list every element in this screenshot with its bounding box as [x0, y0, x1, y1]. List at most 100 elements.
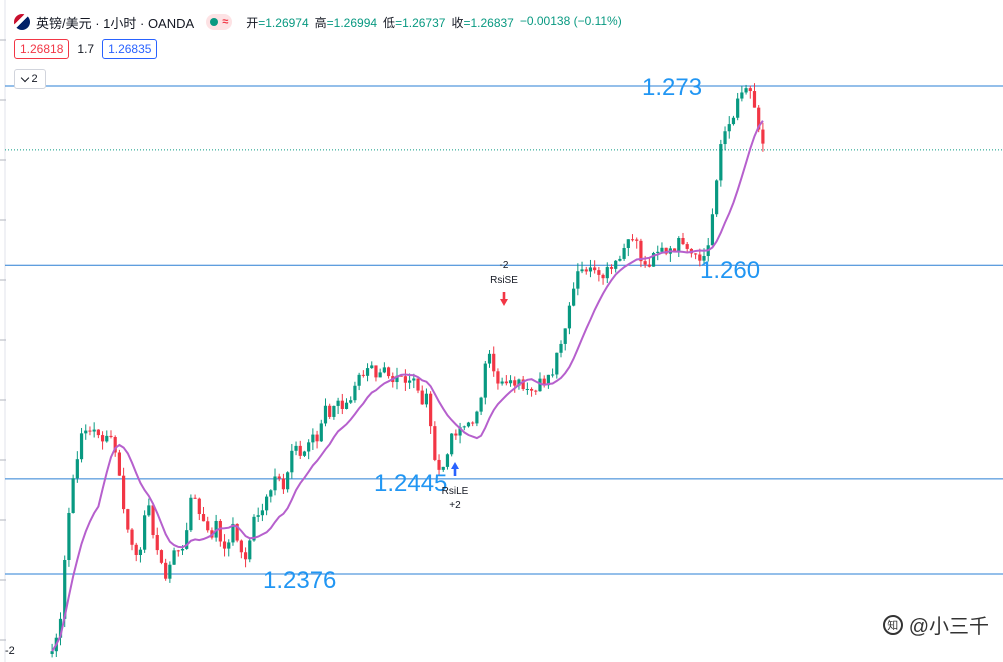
candle-body [483, 363, 487, 398]
candle-body [370, 365, 374, 369]
chart-header: 英镑/美元 · 1小时 · OANDA ≈ 开=1.26974 高=1.26994… [14, 12, 622, 32]
candle-body [159, 550, 164, 563]
candle-body [694, 253, 698, 255]
candle-body [328, 405, 332, 417]
sell-arrow-icon [500, 292, 508, 306]
candle-body [67, 512, 71, 560]
moving-average-line [51, 120, 764, 652]
candle-body [374, 365, 378, 378]
candle-body [378, 372, 382, 378]
candle-body [630, 239, 635, 241]
candle-body [433, 426, 437, 460]
candle-body [96, 429, 100, 436]
candle-body [79, 433, 84, 460]
candle-body [151, 505, 155, 536]
candle-body [424, 393, 429, 405]
candle-body [748, 88, 752, 92]
candle-body [130, 529, 134, 545]
candle-body [231, 523, 235, 543]
zhihu-logo-icon: 知 [882, 614, 903, 635]
candle-body [256, 515, 260, 517]
market-status-badge[interactable]: ≈ [206, 14, 233, 30]
candle-body [429, 393, 433, 427]
candle-body [222, 541, 227, 549]
candle-body [584, 269, 588, 272]
candle-body [122, 475, 126, 510]
watermark-text: @小三千 [908, 616, 989, 638]
candle-body [243, 552, 248, 560]
candle-body [698, 254, 702, 261]
candle-body [319, 423, 323, 442]
market-open-dot-icon [210, 18, 219, 26]
candle-body [521, 379, 525, 390]
candle-body [656, 251, 660, 253]
candle-body [302, 451, 307, 456]
trade-panel: 1.26818 1.7 1.26835 [14, 39, 158, 59]
candle-body [450, 433, 454, 455]
candle-body [445, 454, 450, 467]
candle-body [63, 559, 67, 619]
candle-body [201, 514, 206, 522]
candle-body [529, 388, 534, 391]
candle-body [218, 520, 222, 542]
candle-body [580, 269, 584, 272]
candle-body [492, 353, 496, 372]
candle-body [551, 374, 555, 376]
indicator-count: 2 [31, 73, 38, 85]
candle-body [105, 435, 109, 442]
badge-symbol: ≈ [222, 16, 229, 28]
level-label: 1.273 [642, 74, 702, 101]
candle-body [487, 353, 492, 364]
candle-body [715, 180, 719, 215]
candle-body [601, 274, 605, 279]
candle-body [172, 550, 176, 565]
candle-body [269, 490, 273, 497]
candle-body [248, 540, 252, 560]
candle-body [710, 214, 715, 246]
candle-body [660, 247, 664, 252]
candle-body [546, 374, 550, 386]
candle-body [353, 385, 357, 401]
candle-body [458, 427, 462, 436]
candle-body [180, 548, 185, 551]
candle-body [609, 267, 614, 269]
candle-body [134, 544, 138, 556]
candle-body [277, 476, 281, 479]
candle-body [395, 375, 399, 383]
buy-button[interactable]: 1.26835 [102, 39, 158, 59]
signal-name: RsiLE [442, 486, 469, 497]
buy-arrow-icon [451, 462, 459, 476]
sell-button[interactable]: 1.26818 [14, 39, 70, 59]
candle-body [437, 459, 441, 470]
candle-body [84, 430, 88, 434]
candle-body [357, 374, 361, 386]
gbp-usd-flag-icon [14, 14, 30, 30]
candle-body [761, 129, 765, 144]
candle-body [290, 450, 294, 473]
indicator-toggle-button[interactable]: 2 [14, 69, 46, 89]
candle-body [189, 497, 193, 531]
candle-body [155, 535, 159, 551]
candle-body [138, 549, 143, 556]
candle-body [185, 530, 189, 549]
candle-body [365, 368, 370, 376]
candle-body [71, 478, 75, 513]
candle-body [664, 247, 668, 254]
candle-body [567, 305, 572, 329]
candle-body [597, 270, 601, 275]
candle-body [126, 509, 130, 530]
candle-body [206, 521, 210, 531]
candle-body [479, 397, 483, 412]
candle-body [639, 240, 643, 262]
watermark: 知 @小三千 [882, 610, 989, 639]
candle-body [399, 375, 403, 377]
candle-body [412, 378, 416, 381]
candle-body [193, 497, 197, 499]
level-label: 1.2376 [263, 567, 336, 594]
symbol-title[interactable]: 英镑/美元 · 1小时 · OANDA [36, 15, 195, 31]
level-label: 1.2445 [374, 470, 447, 497]
candle-body [239, 540, 243, 553]
position-qty-label: -2 [5, 645, 15, 657]
candle-body [723, 131, 727, 145]
